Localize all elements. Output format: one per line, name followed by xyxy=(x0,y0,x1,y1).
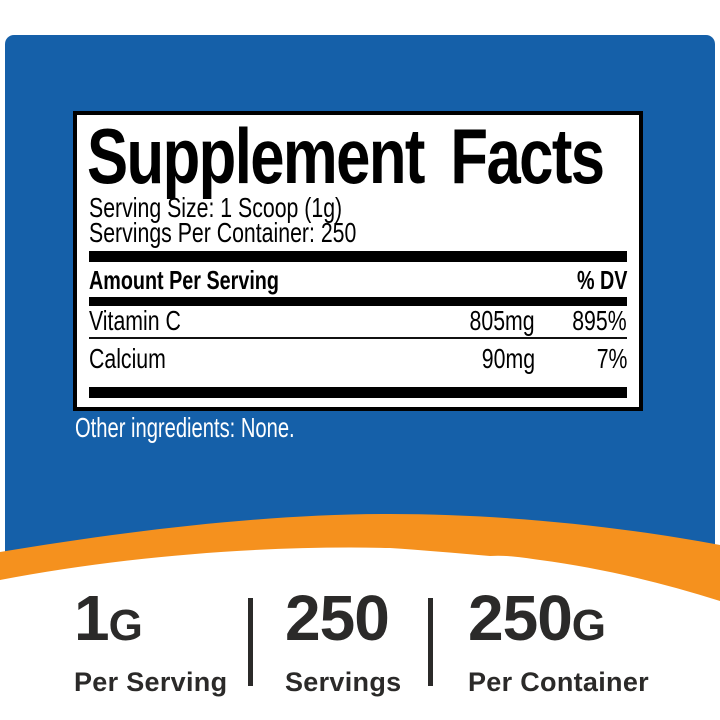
medium-divider-bar xyxy=(89,297,627,306)
thick-divider-bar-bottom xyxy=(89,387,627,398)
nutrient-name: Vitamin C xyxy=(89,305,181,336)
stat-label: Per Serving xyxy=(74,667,228,697)
other-ingredients-line: Other ingredients: None. xyxy=(75,413,380,443)
nutrient-dv: 7% xyxy=(596,343,627,374)
thick-divider-bar-top xyxy=(89,251,627,262)
nutrient-amount: 90mg xyxy=(481,343,535,374)
row-hairline-divider xyxy=(89,337,627,339)
stat-label: Per Container xyxy=(468,667,649,697)
nutrient-name: Calcium xyxy=(89,343,166,374)
servings-per-container-line: Servings Per Container: 250 xyxy=(89,219,441,247)
amount-per-serving-header: Amount Per Serving xyxy=(89,265,279,295)
stat-servings: 250 Servings xyxy=(285,582,402,698)
orange-swoosh xyxy=(0,460,720,601)
supplement-facts-title: Supplement Facts xyxy=(87,112,605,200)
stat-label: Servings xyxy=(285,667,402,697)
stat-unit: G xyxy=(571,601,607,650)
orange-swoosh-band xyxy=(0,514,720,601)
stat-value: 1G xyxy=(74,582,143,654)
other-ingredients-text: Other ingredients: None. xyxy=(75,412,295,443)
stat-value: 250G xyxy=(468,582,607,654)
stat-value: 250 xyxy=(285,582,390,654)
serving-size-text: Serving Size: 1 Scoop (1g) xyxy=(89,192,343,223)
nutrient-row-calcium: Calcium 90mg 7% xyxy=(89,345,627,373)
servings-per-container-text: Servings Per Container: 250 xyxy=(89,217,357,248)
serving-size-line: Serving Size: 1 Scoop (1g) xyxy=(89,194,422,222)
stat-divider xyxy=(248,598,253,686)
stat-divider xyxy=(428,598,433,686)
nutrient-dv: 895% xyxy=(572,305,627,336)
nutrient-row-vitamin-c: Vitamin C 805mg 895% xyxy=(89,307,627,335)
percent-dv-header: % DV xyxy=(576,265,627,295)
nutrient-amount: 805mg xyxy=(469,305,535,336)
blue-panel-curved-bottom xyxy=(5,460,715,558)
stat-unit: G xyxy=(108,601,143,650)
supplement-facts-panel: Supplement Facts Serving Size: 1 Scoop (… xyxy=(73,111,643,411)
facts-header-row: Amount Per Serving % DV xyxy=(89,267,627,293)
stat-per-container: 250G Per Container xyxy=(468,582,649,698)
stat-per-serving: 1G Per Serving xyxy=(74,582,228,698)
